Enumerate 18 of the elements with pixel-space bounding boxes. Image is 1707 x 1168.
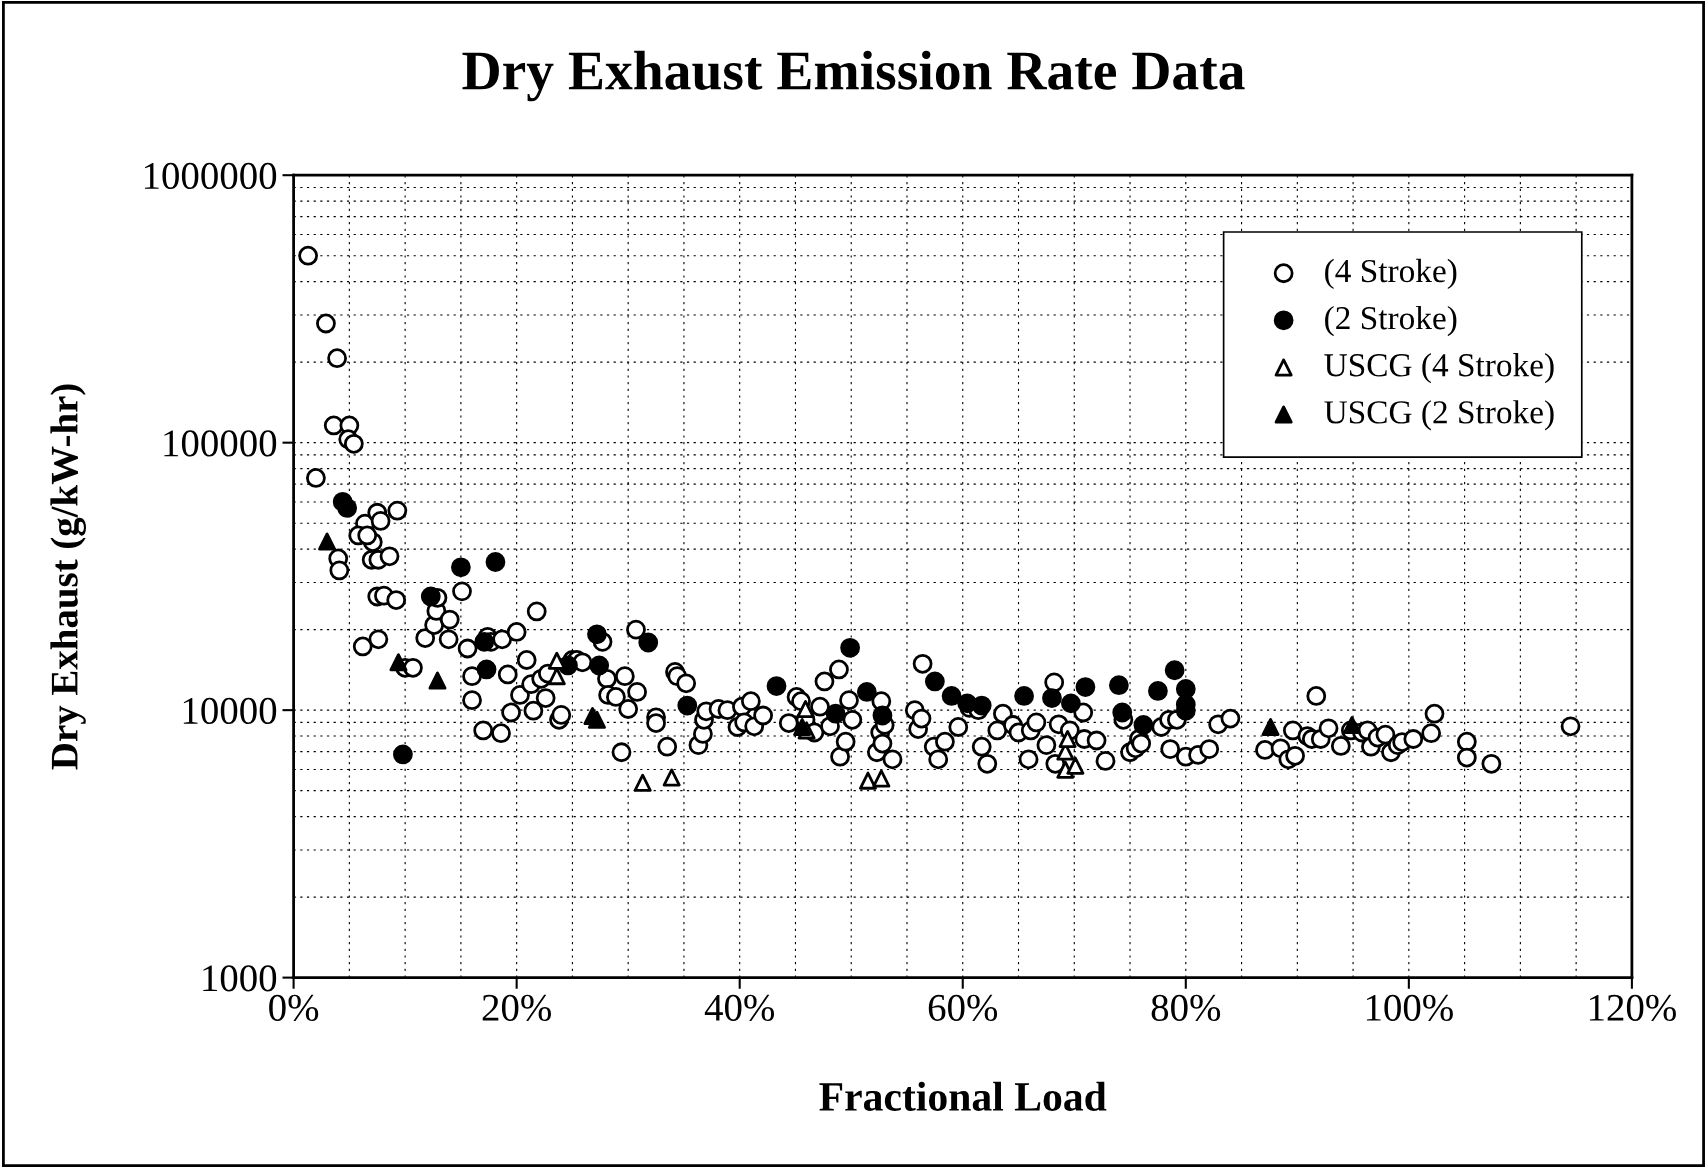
legend-label: USCG (4 Stroke) [1324,353,1554,384]
legend-label: (4 Stroke) [1325,258,1457,290]
chart-title: Dry Exhaust Emission Rate Data [462,50,1245,102]
x-tick-label: 40% [704,994,775,1022]
y-tick-label: 1000 [203,965,277,992]
x-tick-label: 80% [1151,994,1221,1022]
legend-label: (2 Stroke) [1325,305,1457,337]
x-tick-label: 0% [269,994,319,1022]
y-tick-label: 10000 [183,697,277,725]
x-tick-label: 60% [928,994,998,1022]
x-tick-label: 120% [1589,994,1676,1022]
x-tick-label: 100% [1366,994,1453,1022]
legend-label: USCG (2 Stroke) [1324,400,1554,431]
x-axis-title: Fractional Load [819,1081,1107,1111]
y-tick-label: 1000000 [144,162,277,190]
x-tick-label: 20% [482,994,551,1022]
y-tick-label: 100000 [164,430,277,457]
y-axis-title: Dry Exhaust (g/kW-hr) [50,384,86,770]
